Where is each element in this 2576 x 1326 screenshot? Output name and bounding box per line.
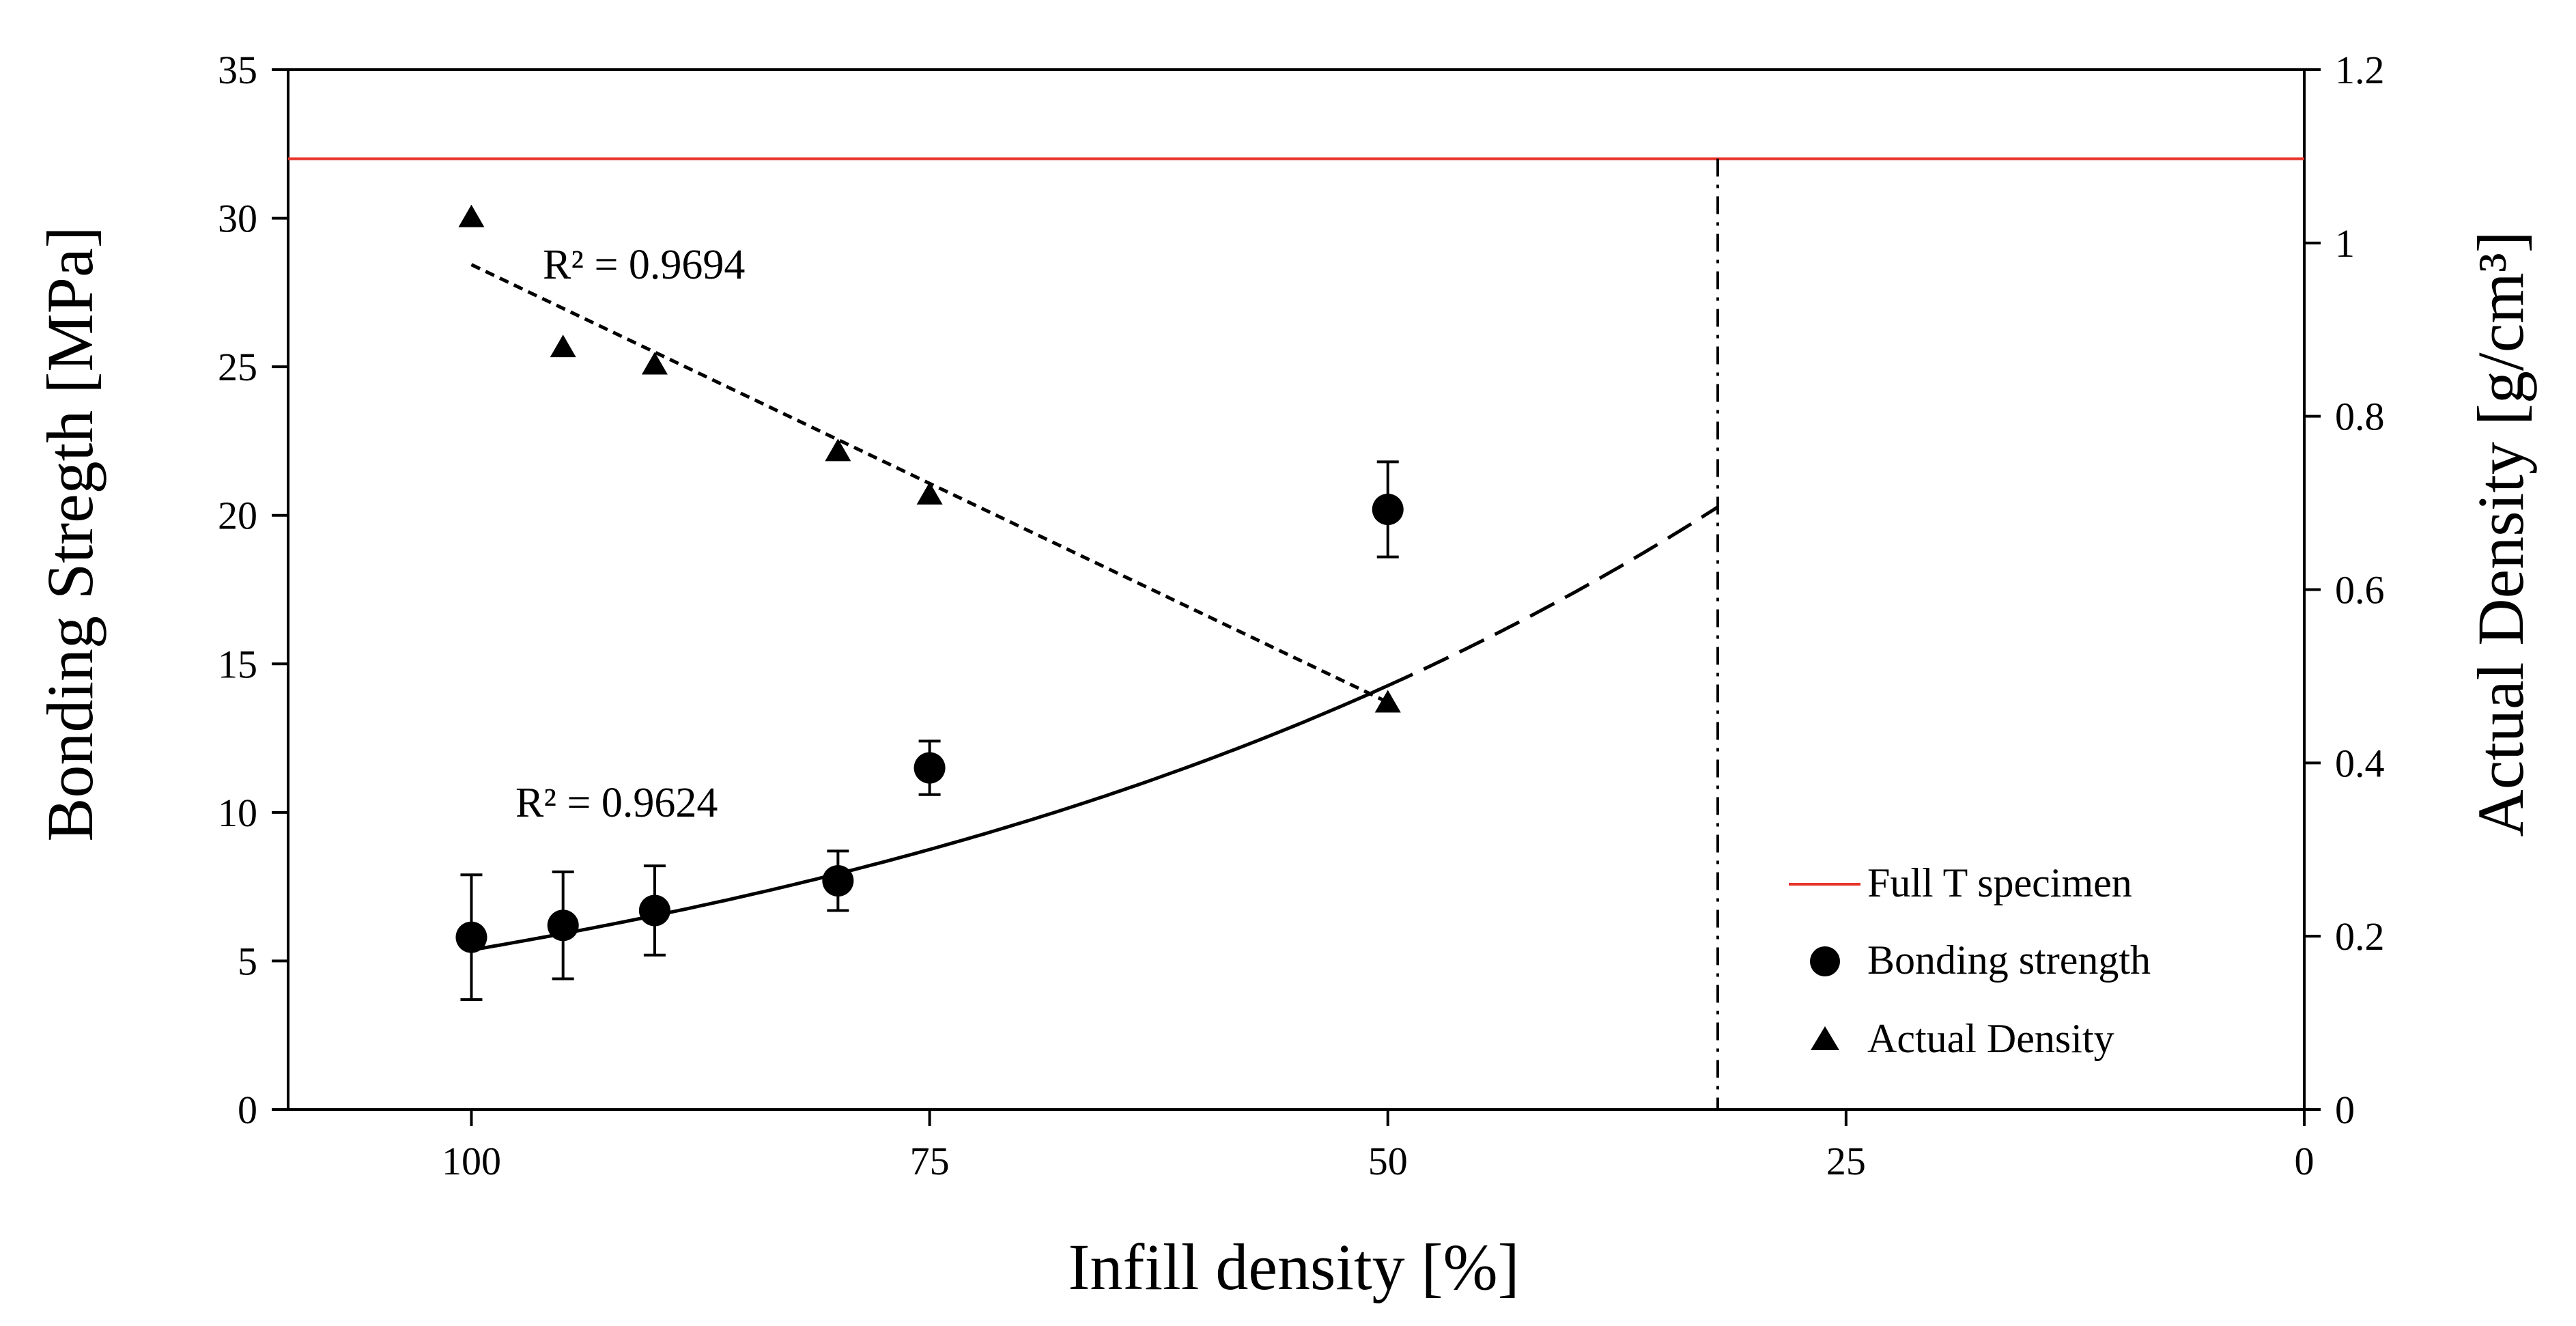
x-tick-label: 75 <box>910 1139 950 1183</box>
x-tick-label: 0 <box>2295 1139 2315 1183</box>
y-right-tick-label: 1.2 <box>2335 48 2385 92</box>
y-left-axis-title: Bonding Stregth [MPa] <box>33 226 107 841</box>
y-left-tick-label: 5 <box>238 939 257 983</box>
legend-triangle-marker <box>1811 1026 1839 1050</box>
bonding-strength-point <box>822 864 854 897</box>
y-right-tick-label: 0.6 <box>2335 568 2385 612</box>
data-points <box>455 204 1404 953</box>
y-left-tick-label: 30 <box>218 197 257 241</box>
y-right-tick-label: 0.2 <box>2335 914 2385 959</box>
bonding-strength-point <box>455 921 487 953</box>
error-bars <box>460 460 1399 1001</box>
actual-density-point <box>550 335 576 358</box>
legend-bonding-strength-label: Bonding strength <box>1867 937 2151 983</box>
strength-r2-label: R² = 0.9624 <box>515 780 718 826</box>
legend: Full T specimen Bonding strength Actual … <box>1789 860 2151 1061</box>
y-right-axis-title: Actual Density [g/cm³] <box>2464 231 2537 836</box>
actual-density-point <box>458 204 485 227</box>
bonding-strength-point <box>547 909 579 942</box>
strength-fit-curve <box>471 683 1389 952</box>
y-left-tick-label: 0 <box>238 1088 257 1132</box>
bonding-strength-point <box>1372 494 1404 526</box>
x-tick-label: 100 <box>442 1139 501 1183</box>
strength-fit-extrapolation <box>1387 505 1719 688</box>
bonding-strength-point <box>638 894 670 927</box>
y-left-tick-label: 20 <box>218 494 257 538</box>
density-r2-label: R² = 0.9694 <box>543 242 745 288</box>
x-axis-title: Infill density [%] <box>1068 1230 1519 1303</box>
actual-density-point <box>916 481 943 505</box>
bonding-strength-point <box>914 752 946 784</box>
y-left-tick-label: 15 <box>218 642 257 686</box>
y-right-tick-label: 0 <box>2335 1088 2355 1132</box>
y-right-tick-label: 0.8 <box>2335 395 2385 439</box>
legend-full-t-label: Full T specimen <box>1867 860 2132 905</box>
x-tick-label: 50 <box>1368 1139 1408 1183</box>
actual-density-point <box>825 438 851 462</box>
y-left-tick-label: 35 <box>218 48 257 92</box>
actual-density-point <box>641 352 668 375</box>
legend-circle-marker <box>1810 946 1840 976</box>
reference-line-group <box>288 157 2304 1110</box>
axes: 100 75 50 25 00510152025303500.20.40.60.811.… <box>218 48 2385 1183</box>
legend-actual-density-label: Actual Density <box>1867 1016 2114 1061</box>
y-left-tick-label: 25 <box>218 345 257 389</box>
x-tick-label: 25 <box>1826 1139 1866 1183</box>
actual-density-point <box>1374 690 1401 713</box>
annotations: R² = 0.9694 R² = 0.9624 <box>515 242 745 826</box>
y-left-tick-label: 10 <box>218 791 257 835</box>
y-right-tick-label: 1 <box>2335 221 2355 266</box>
y-right-tick-label: 0.4 <box>2335 741 2385 785</box>
